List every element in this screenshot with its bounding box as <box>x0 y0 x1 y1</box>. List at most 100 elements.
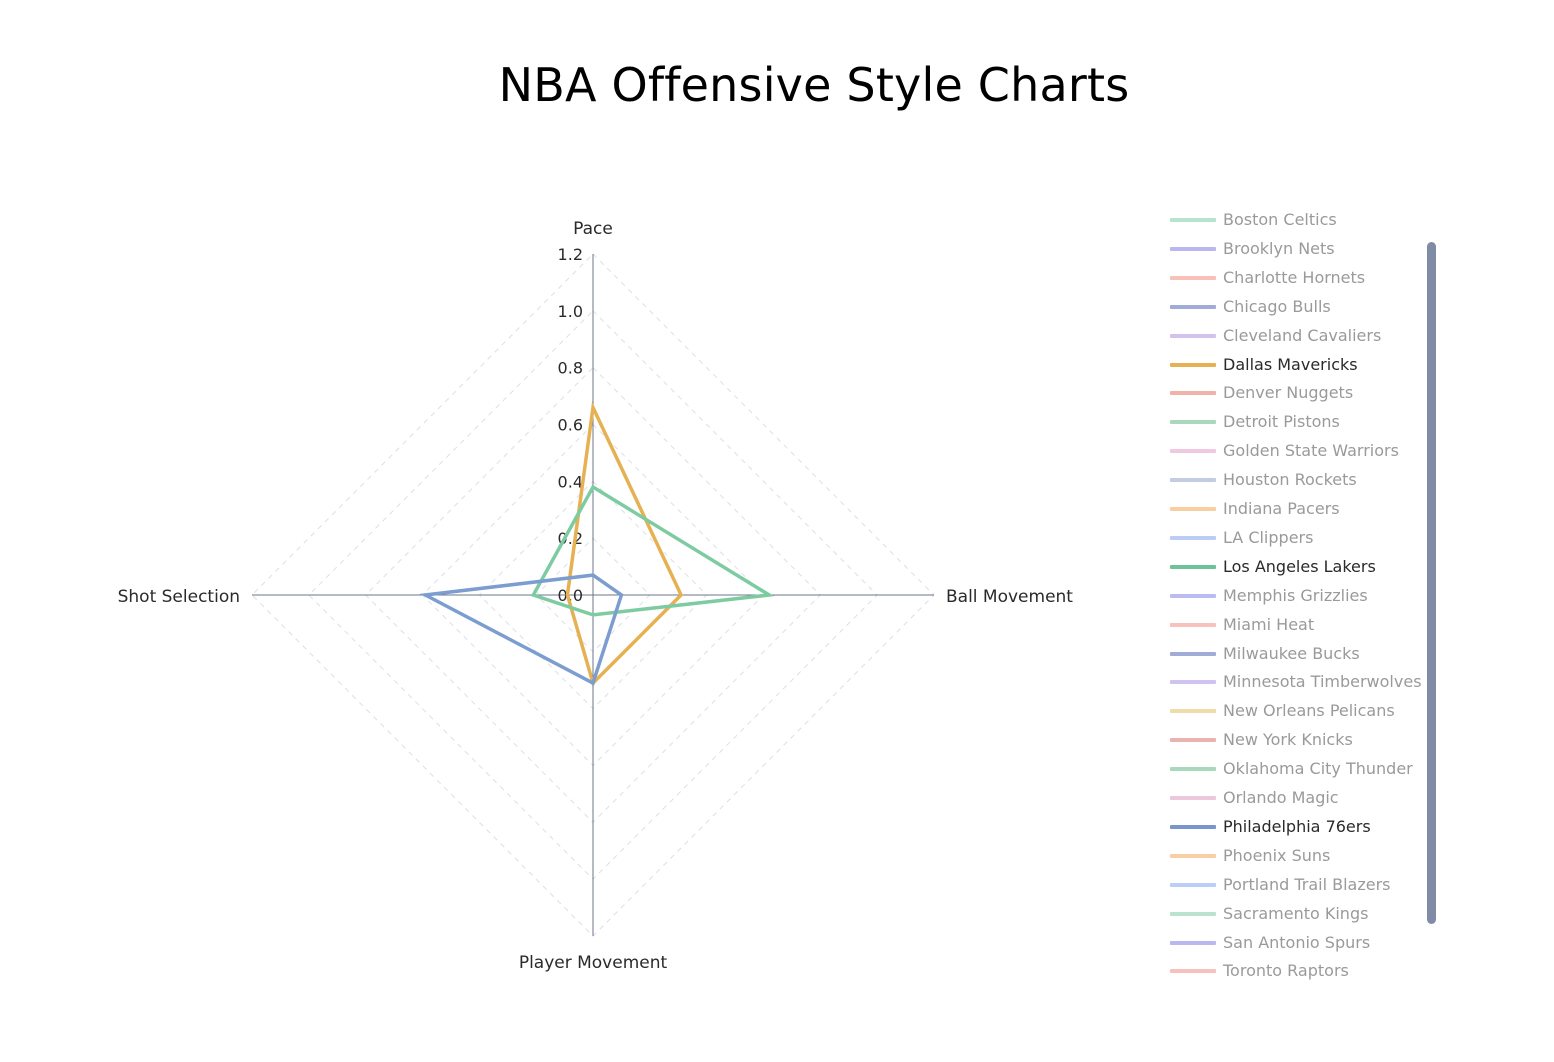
legend-label: Cleveland Cavaliers <box>1223 325 1382 345</box>
legend-item-boston-celtics[interactable]: Boston Celtics <box>1168 206 1423 235</box>
legend-item-san-antonio-spurs[interactable]: San Antonio Spurs <box>1168 929 1423 958</box>
radial-tick-label: 1.0 <box>558 302 583 321</box>
legend-swatch <box>1170 218 1216 222</box>
radial-tick-label: 1.2 <box>558 245 583 264</box>
legend-label: Sacramento Kings <box>1223 903 1369 923</box>
legend-label: Brooklyn Nets <box>1223 238 1335 258</box>
legend-swatch <box>1170 304 1216 309</box>
legend-item-new-orleans-pelicans[interactable]: New Orleans Pelicans <box>1168 697 1423 726</box>
legend-item-new-york-knicks[interactable]: New York Knicks <box>1168 726 1423 755</box>
legend-swatch <box>1170 940 1216 945</box>
legend-label: Charlotte Hornets <box>1223 267 1366 287</box>
legend-item-oklahoma-city-thunder[interactable]: Oklahoma City Thunder <box>1168 755 1423 784</box>
legend-swatch <box>1170 738 1216 743</box>
legend-item-philadelphia-76ers[interactable]: Philadelphia 76ers <box>1168 813 1423 842</box>
series-los-angeles-lakers[interactable] <box>530 484 775 617</box>
radar-series <box>419 401 775 687</box>
legend-swatch <box>1170 449 1216 454</box>
legend-label: Minnesota Timberwolves <box>1223 672 1422 692</box>
legend-label: Orlando Magic <box>1223 788 1339 807</box>
legend-item-milwaukee-bucks[interactable]: Milwaukee Bucks <box>1168 640 1423 669</box>
legend-label: Los Angeles Lakers <box>1223 556 1376 576</box>
legend-swatch <box>1170 564 1216 569</box>
legend-label: Denver Nuggets <box>1223 383 1354 403</box>
series-dallas-mavericks[interactable] <box>565 401 684 687</box>
legend-label: Phoenix Suns <box>1223 845 1331 865</box>
legend-swatch <box>1170 796 1216 800</box>
legend-item-los-angeles-lakers[interactable]: Los Angeles Lakers <box>1168 553 1423 582</box>
axis-label-ball-movement: Ball Movement <box>946 587 1073 607</box>
legend-label: Milwaukee Bucks <box>1223 643 1360 663</box>
legend-label: Houston Rockets <box>1223 470 1357 490</box>
legend-label: Chicago Bulls <box>1223 296 1331 316</box>
legend-label: Oklahoma City Thunder <box>1223 759 1413 779</box>
legend-item-dallas-mavericks[interactable]: Dallas Mavericks <box>1168 351 1423 380</box>
radial-tick-label: 0.8 <box>558 359 583 378</box>
radial-tick-label: 0.4 <box>558 472 583 491</box>
legend-label: Indiana Pacers <box>1223 499 1340 518</box>
legend-swatch <box>1170 824 1216 829</box>
legend-swatch <box>1170 507 1216 511</box>
legend-item-portland-trail-blazers[interactable]: Portland Trail Blazers <box>1168 871 1423 900</box>
legend-label: Miami Heat <box>1223 614 1315 634</box>
radar-axes <box>252 254 934 936</box>
legend-item-chicago-bulls[interactable]: Chicago Bulls <box>1168 293 1423 322</box>
legend-label: Philadelphia 76ers <box>1223 816 1371 836</box>
legend-swatch <box>1170 478 1216 483</box>
legend-item-phoenix-suns[interactable]: Phoenix Suns <box>1168 842 1423 871</box>
legend-label: Dallas Mavericks <box>1223 354 1358 374</box>
legend-swatch <box>1170 275 1216 280</box>
legend-scrollbar[interactable] <box>1427 242 1436 924</box>
radial-tick-label: 0.6 <box>558 416 583 435</box>
series-philadelphia-76ers[interactable] <box>419 573 624 686</box>
legend-item-houston-rockets[interactable]: Houston Rockets <box>1168 466 1423 495</box>
legend-swatch <box>1170 911 1216 916</box>
legend-label: LA Clippers <box>1223 527 1314 547</box>
legend-item-cleveland-cavaliers[interactable]: Cleveland Cavaliers <box>1168 322 1423 351</box>
legend-label: New Orleans Pelicans <box>1223 701 1395 721</box>
legend-swatch <box>1170 246 1216 251</box>
legend-item-denver-nuggets[interactable]: Denver Nuggets <box>1168 379 1423 408</box>
legend-label: Toronto Raptors <box>1223 961 1349 981</box>
legend-label: Portland Trail Blazers <box>1223 874 1391 894</box>
legend-item-indiana-pacers[interactable]: Indiana Pacers <box>1168 495 1423 524</box>
legend-item-memphis-grizzlies[interactable]: Memphis Grizzlies <box>1168 582 1423 611</box>
legend-label: Detroit Pistons <box>1223 412 1340 432</box>
radial-tick-label: 0.0 <box>558 586 583 605</box>
legend-swatch <box>1170 593 1216 598</box>
legend-swatch <box>1170 362 1216 367</box>
legend-swatch <box>1170 853 1216 858</box>
legend-item-la-clippers[interactable]: LA Clippers <box>1168 524 1423 553</box>
legend-swatch <box>1170 882 1216 887</box>
legend-label: New York Knicks <box>1223 730 1353 750</box>
legend-swatch <box>1170 709 1216 714</box>
legend-swatch <box>1170 333 1216 338</box>
legend-item-charlotte-hornets[interactable]: Charlotte Hornets <box>1168 264 1423 293</box>
legend-label: San Antonio Spurs <box>1223 932 1371 952</box>
legend-swatch <box>1170 969 1216 974</box>
axis-label-pace: Pace <box>573 219 613 239</box>
axis-label-player-movement: Player Movement <box>519 953 668 973</box>
legend-item-orlando-magic[interactable]: Orlando Magic <box>1168 784 1423 813</box>
legend-label: Golden State Warriors <box>1223 441 1399 461</box>
legend-swatch <box>1170 680 1216 685</box>
legend: Boston Celtics Brooklyn Nets Charlotte Hor… <box>1168 206 1438 986</box>
legend-item-miami-heat[interactable]: Miami Heat <box>1168 611 1423 640</box>
legend-item-detroit-pistons[interactable]: Detroit Pistons <box>1168 408 1423 437</box>
legend-swatch <box>1170 391 1216 396</box>
legend-label: Boston Celtics <box>1223 210 1337 229</box>
legend-item-toronto-raptors[interactable]: Toronto Raptors <box>1168 957 1423 986</box>
legend-item-sacramento-kings[interactable]: Sacramento Kings <box>1168 900 1423 929</box>
axis-label-shot-selection: Shot Selection <box>118 587 240 607</box>
legend-label: Memphis Grizzlies <box>1223 585 1368 605</box>
legend-swatch <box>1170 622 1216 627</box>
axis-labels: Pace Ball Movement Player Movement Shot Sel… <box>118 219 1074 973</box>
legend-item-minnesota-timberwolves[interactable]: Minnesota Timberwolves <box>1168 668 1423 697</box>
legend-swatch <box>1170 651 1216 656</box>
chart-title: NBA Offensive Style Charts <box>498 58 1130 112</box>
legend-item-brooklyn-nets[interactable]: Brooklyn Nets <box>1168 235 1423 264</box>
legend-item-golden-state-warriors[interactable]: Golden State Warriors <box>1168 437 1423 466</box>
legend-swatch <box>1170 535 1216 540</box>
legend-swatch <box>1170 420 1216 425</box>
